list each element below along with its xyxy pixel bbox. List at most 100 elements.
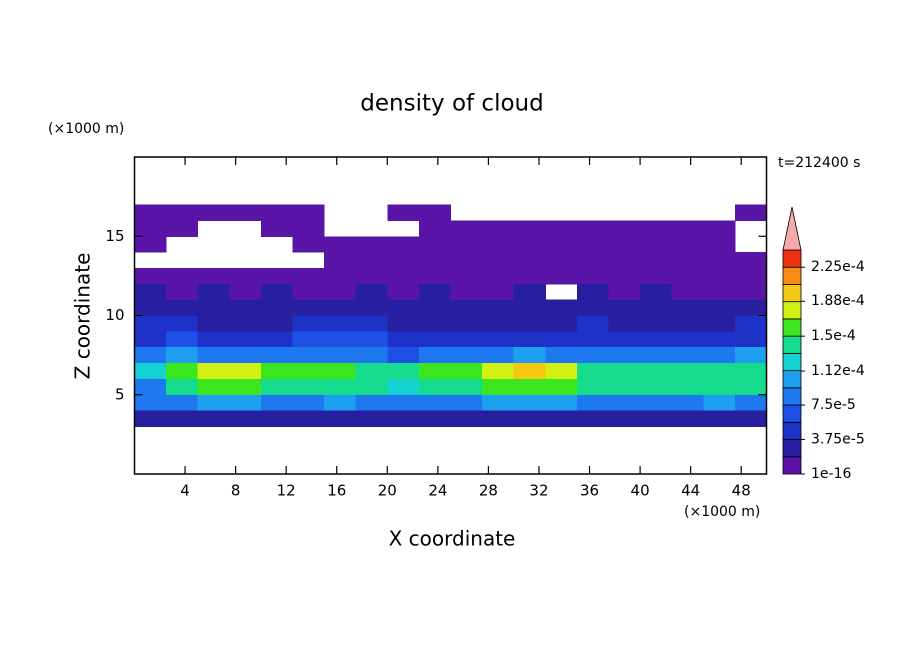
field-cell: [671, 363, 704, 380]
field-cell: [545, 410, 578, 427]
field-cell: [576, 236, 609, 253]
field-cell: [576, 252, 609, 269]
field-cell: [134, 363, 167, 380]
field-cell: [608, 252, 641, 269]
field-cell: [482, 363, 515, 380]
field-cell: [671, 347, 704, 364]
field-cell: [450, 236, 483, 253]
field-cell: [703, 236, 736, 253]
field-cell: [292, 315, 325, 332]
field-cell: [703, 331, 736, 348]
field-cell: [355, 252, 388, 269]
x-tick-label: 4: [180, 482, 190, 500]
field-cell: [703, 315, 736, 332]
field-cell: [671, 236, 704, 253]
field-cell: [166, 283, 199, 301]
field-cell: [418, 331, 451, 348]
field-cell: [608, 315, 641, 332]
field-cell: [387, 331, 420, 348]
field-cell: [197, 299, 230, 316]
field-cell: [545, 394, 578, 412]
field-cell: [166, 347, 199, 364]
field-cell: [324, 410, 357, 427]
y-axis-label: Z coordinate: [71, 253, 95, 380]
field-cell: [545, 252, 578, 269]
field-cell: [450, 315, 483, 332]
field-cell: [418, 267, 451, 285]
field-cell: [450, 299, 483, 316]
field-cell: [134, 378, 167, 396]
field-cell: [387, 378, 420, 396]
field-cell: [355, 410, 388, 427]
field-cell: [482, 410, 515, 427]
field-cell: [355, 283, 388, 301]
field-cell: [418, 204, 451, 221]
field-cell: [324, 331, 357, 348]
field-cell: [418, 252, 451, 269]
field-cell: [703, 299, 736, 316]
field-cell: [260, 378, 293, 396]
field-cell: [260, 363, 293, 380]
field-cell: [482, 315, 515, 332]
field-cell: [608, 236, 641, 253]
field-cell: [450, 220, 483, 237]
field-cell: [450, 394, 483, 412]
field-cell: [671, 378, 704, 396]
colorbar-box: [782, 421, 802, 440]
field-cell: [355, 267, 388, 285]
field-cell: [292, 410, 325, 427]
field-cell: [229, 363, 262, 380]
x-tick-label: 8: [231, 482, 241, 500]
field-cell: [734, 378, 767, 396]
field-cell: [640, 410, 673, 427]
colorbar-box: [782, 249, 802, 268]
field-cell: [545, 315, 578, 332]
field-cell: [576, 299, 609, 316]
field-cell: [513, 283, 546, 301]
field-cell: [134, 410, 167, 427]
field-cell: [671, 252, 704, 269]
field-cell: [134, 299, 167, 316]
field-cell: [482, 299, 515, 316]
field-cell: [513, 410, 546, 427]
x-axis-label: X coordinate: [389, 527, 516, 551]
field-cell: [703, 220, 736, 237]
field-cell: [229, 204, 262, 221]
field-cell: [576, 347, 609, 364]
field-cell: [482, 220, 515, 237]
field-cell: [292, 220, 325, 237]
field-cell: [229, 378, 262, 396]
field-cell: [418, 347, 451, 364]
field-cell: [260, 394, 293, 412]
field-cell: [734, 363, 767, 380]
field-cell: [640, 363, 673, 380]
field-cell: [387, 252, 420, 269]
field-cell: [229, 410, 262, 427]
field-cell: [355, 315, 388, 332]
field-cell: [134, 267, 167, 285]
field-cell: [355, 331, 388, 348]
field-cell: [418, 378, 451, 396]
field-cell: [608, 331, 641, 348]
field-cell: [576, 315, 609, 332]
field-cell: [608, 363, 641, 380]
field-cell: [166, 315, 199, 332]
field-cell: [640, 378, 673, 396]
field-cell: [229, 347, 262, 364]
field-cell: [387, 267, 420, 285]
chart-title: density of cloud: [360, 91, 543, 117]
field-cell: [513, 347, 546, 364]
field-cell: [166, 299, 199, 316]
field-cell: [640, 267, 673, 285]
field-cell: [576, 220, 609, 237]
field-cell: [513, 236, 546, 253]
field-cell: [134, 236, 167, 253]
x-tick-label: 28: [479, 482, 498, 500]
field-cell: [134, 394, 167, 412]
x-tick-label: 32: [529, 482, 548, 500]
colorbar-box: [782, 318, 802, 337]
field-cell: [640, 252, 673, 269]
colorbar-box: [782, 370, 802, 389]
field-cell: [640, 315, 673, 332]
